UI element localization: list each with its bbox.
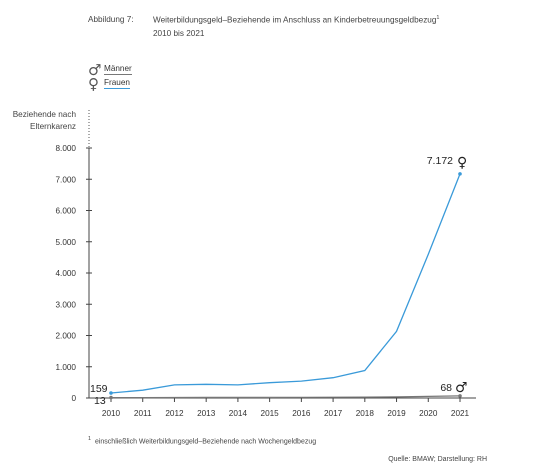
data-point-frauen	[458, 172, 462, 176]
data-label-maenner-2010: 13	[94, 395, 106, 407]
legend-item-frauen: ♀ Frauen	[88, 74, 130, 93]
x-tick-label: 2019	[387, 409, 406, 418]
y-tick-label: 7.000	[56, 175, 77, 184]
chart-subtitle: 2010 bis 2021	[153, 29, 205, 38]
data-label-frauen-2021: 7.172	[427, 155, 453, 167]
data-point-männer	[109, 395, 113, 400]
x-tick-label: 2014	[229, 409, 248, 418]
x-tick-label: 2018	[356, 409, 375, 418]
y-tick-label: 3.000	[56, 300, 77, 309]
female-symbol-icon: ♀	[88, 74, 99, 93]
series-line-frauen	[110, 173, 461, 394]
axes: 0 1.000 2.000 3.000 4.000 5.000 6.000 7.000 8.00…	[56, 110, 476, 418]
data-label-frauen-2010: 159	[90, 383, 108, 395]
data-label-maenner-2021: 68	[440, 382, 452, 394]
y-tick-label: 0	[71, 394, 76, 403]
legend-label-frauen: Frauen	[104, 78, 130, 89]
x-tick-label: 2017	[324, 409, 343, 418]
series-lines	[109, 172, 462, 400]
x-tick-label: 2021	[451, 409, 470, 418]
y-tick-label: 5.000	[56, 238, 77, 247]
footnote: 1 einschließlich Weiterbildungsgeld–Bezi…	[88, 436, 316, 445]
data-point-männer	[458, 394, 462, 398]
data-point-frauen	[109, 391, 113, 395]
chart-title-text: Weiterbildungsgeld–Beziehende im Anschlu…	[153, 15, 437, 25]
x-tick-label: 2015	[261, 409, 280, 418]
x-tick-label: 2013	[197, 409, 216, 418]
y-tick-label: 2.000	[56, 332, 77, 341]
series-line-männer	[111, 395, 461, 399]
x-tick-label: 2010	[102, 409, 121, 418]
y-tick-label: 1.000	[56, 363, 77, 372]
y-tick-label: 4.000	[56, 269, 77, 278]
y-axis-label-line2: Elternkarenz	[30, 122, 76, 131]
footnote-text: einschließlich Weiterbildungsgeld–Bezieh…	[94, 438, 317, 446]
y-tick-label: 6.000	[56, 207, 77, 216]
y-tick-label: 8.000	[56, 144, 77, 153]
male-symbol-icon: ♂	[88, 60, 102, 79]
figure-label: Abbildung 7:	[88, 15, 134, 24]
legend-item-maenner: ♂ Männer	[88, 60, 132, 79]
x-tick-label: 2016	[292, 409, 311, 418]
title-footnote-mark: 1	[436, 15, 440, 21]
chart-title: Weiterbildungsgeld–Beziehende im Anschlu…	[153, 15, 439, 25]
male-symbol-icon: ♂	[455, 380, 468, 396]
x-tick-label: 2012	[165, 409, 184, 418]
y-axis-label-line1: Beziehende nach	[12, 110, 76, 119]
source-note: Quelle: BMAW; Darstellung: RH	[388, 456, 487, 463]
legend-label-maenner: Männer	[104, 64, 132, 75]
x-tick-label: 2020	[419, 409, 438, 418]
footnote-mark: 1	[88, 436, 92, 442]
female-symbol-icon: ♀	[457, 155, 467, 171]
x-tick-label: 2011	[134, 409, 152, 418]
